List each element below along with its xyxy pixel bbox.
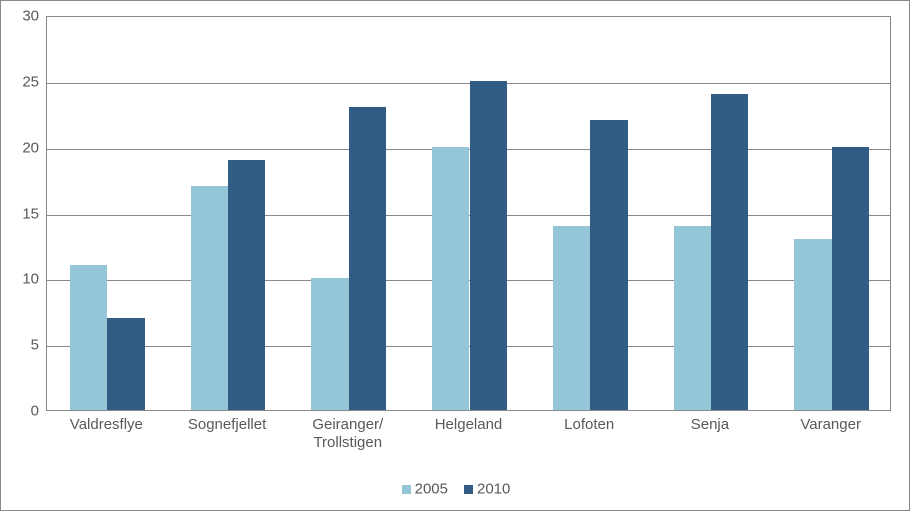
y-tick-label: 0 (4, 403, 39, 420)
x-tick-label: Senja (691, 416, 729, 434)
legend-swatch (402, 485, 411, 494)
legend: 2005 2010 (1, 480, 910, 498)
legend-label: 2005 (415, 481, 448, 498)
x-tick-label: Geiranger/ Trollstigen (312, 416, 383, 452)
chart-container: 0 5 10 15 20 25 30 Valdresflye Sognefjellet Geir… (0, 0, 910, 511)
bar (432, 147, 469, 410)
y-tick-label: 15 (4, 205, 39, 222)
x-tick-label: Valdresflye (70, 416, 143, 434)
bar (590, 120, 627, 410)
bar (191, 186, 228, 410)
bar (311, 278, 348, 410)
y-tick-label: 25 (4, 73, 39, 90)
bar (674, 226, 711, 410)
plot-area (46, 16, 891, 411)
bar (794, 239, 831, 410)
y-tick-label: 30 (4, 8, 39, 25)
legend-swatch (464, 485, 473, 494)
y-tick-label: 20 (4, 139, 39, 156)
bar (70, 265, 107, 410)
x-tick-label: Varanger (800, 416, 861, 434)
bar (711, 94, 748, 410)
bar (470, 81, 507, 410)
bar (228, 160, 265, 410)
legend-label: 2010 (477, 481, 510, 498)
legend-item: 2005 (402, 480, 448, 498)
bar (107, 318, 144, 410)
x-tick-label: Lofoten (564, 416, 614, 434)
legend-item: 2010 (464, 480, 510, 498)
bar (349, 107, 386, 410)
y-tick-label: 10 (4, 271, 39, 288)
bar (832, 147, 869, 410)
x-axis-labels: Valdresflye Sognefjellet Geiranger/ Trolls… (46, 416, 891, 461)
x-tick-label: Helgeland (435, 416, 503, 434)
bar (553, 226, 590, 410)
x-tick-label: Sognefjellet (188, 416, 266, 434)
y-tick-label: 5 (4, 337, 39, 354)
bars-layer (47, 17, 890, 410)
